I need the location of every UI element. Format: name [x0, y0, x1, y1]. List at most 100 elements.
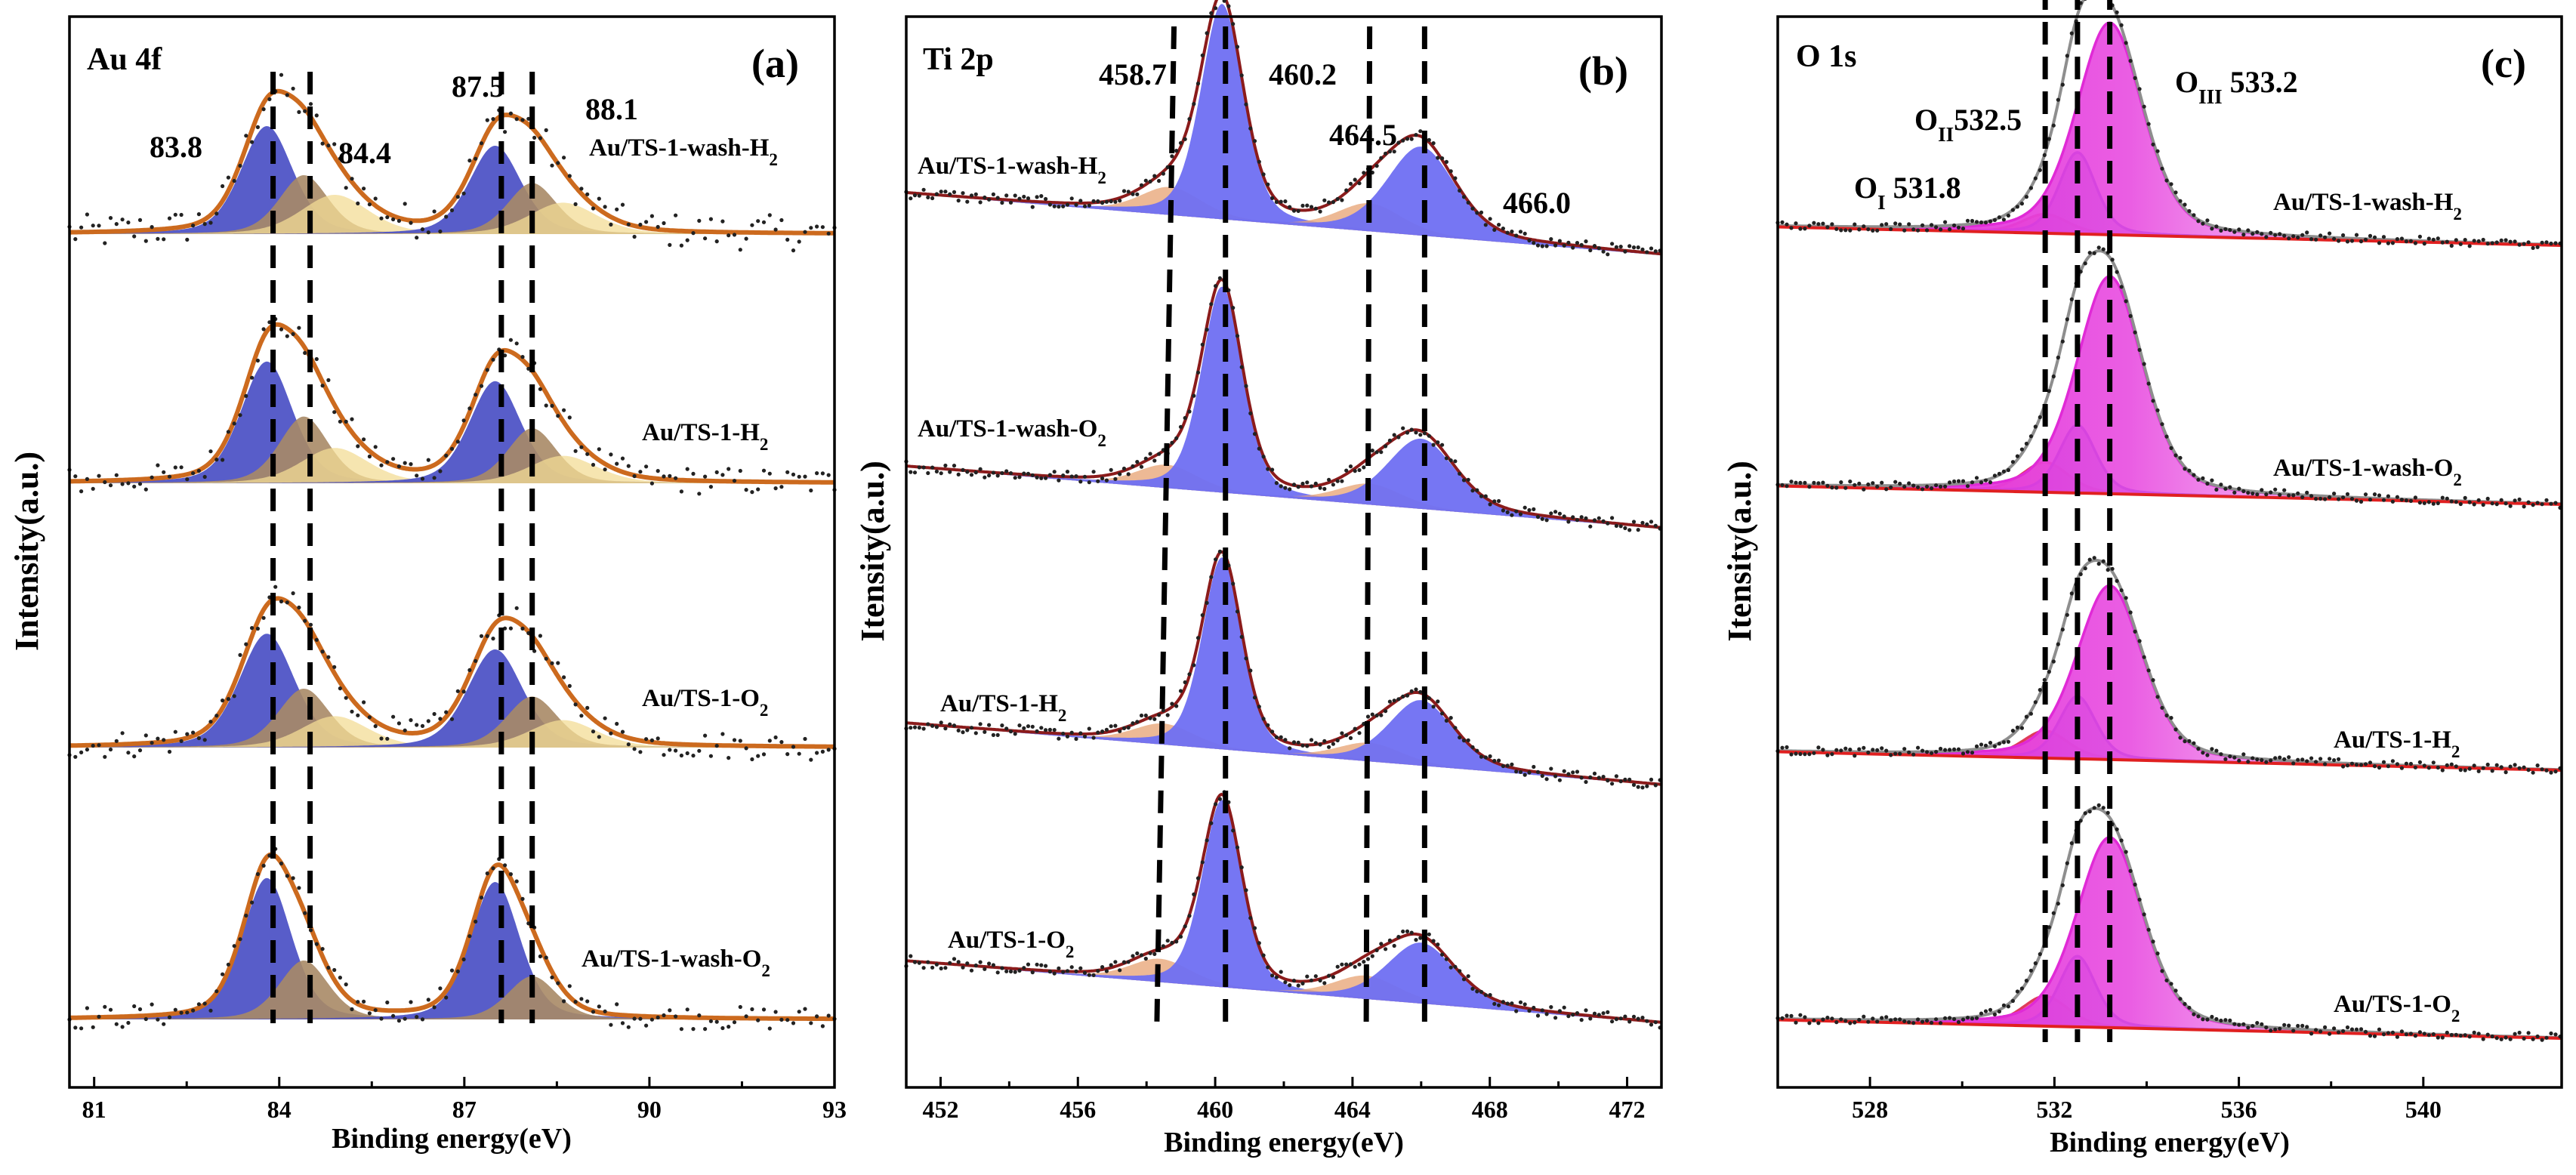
data-point: [2137, 87, 2142, 91]
component-peak-au-84.4: [69, 689, 835, 748]
data-point: [1087, 203, 1091, 208]
data-point: [350, 709, 354, 714]
data-point: [1606, 779, 1610, 783]
data-point: [221, 972, 225, 976]
data-point: [1248, 668, 1253, 673]
data-point: [2531, 770, 2535, 775]
data-point: [1365, 957, 1371, 961]
data-point: [750, 490, 754, 495]
data-point: [573, 449, 578, 453]
data-point: [2164, 713, 2169, 718]
data-point: [969, 968, 974, 973]
data-point: [2228, 228, 2232, 233]
data-point: [444, 214, 449, 219]
data-point: [2269, 490, 2273, 495]
data-point: [1057, 478, 1061, 483]
data-point: [2417, 501, 2422, 505]
data-point: [2056, 902, 2060, 906]
data-point: [2417, 234, 2422, 239]
data-point: [1522, 773, 1527, 777]
data-point: [1143, 178, 1148, 183]
data-point: [2300, 233, 2305, 237]
peak-label-88-1: 88.1: [585, 92, 638, 126]
data-point: [503, 130, 507, 134]
data-point: [455, 195, 460, 199]
data-point: [1288, 746, 1292, 751]
data-point: [403, 461, 407, 465]
data-point: [1057, 205, 1061, 209]
data-point: [185, 477, 190, 482]
data-point: [474, 156, 478, 161]
data-point: [1645, 784, 1649, 788]
data-point: [2544, 240, 2549, 245]
data-point: [1344, 962, 1349, 967]
data-point: [297, 605, 301, 610]
data-point: [773, 1010, 778, 1014]
data-point: [912, 193, 918, 198]
component-peak-o-533.2: [1778, 276, 2562, 504]
data-point: [1344, 733, 1349, 738]
data-point: [1052, 204, 1057, 208]
data-point: [1044, 728, 1048, 732]
data-point: [1631, 520, 1637, 524]
data-point: [208, 449, 213, 454]
data-point: [2354, 233, 2359, 237]
x-tick-label-o-532: 532: [2036, 1096, 2072, 1123]
data-point: [1522, 505, 1527, 510]
data-point: [714, 239, 719, 244]
data-point: [279, 327, 284, 332]
data-point: [1248, 126, 1253, 131]
data-point: [2246, 1025, 2251, 1030]
data-point: [2024, 195, 2028, 199]
data-point: [2323, 1025, 2328, 1029]
data-point: [1575, 241, 1580, 245]
data-point: [2431, 760, 2436, 765]
data-point: [2042, 677, 2047, 682]
data-point: [1522, 231, 1527, 236]
data-point: [1623, 526, 1627, 531]
data-point: [1535, 243, 1541, 248]
data-point: [202, 1001, 207, 1006]
data-point: [732, 738, 737, 742]
data-point: [952, 464, 957, 468]
data-point: [556, 661, 560, 665]
data-point: [674, 213, 678, 217]
data-point: [2404, 761, 2408, 766]
data-point: [1065, 969, 1070, 973]
data-point: [2426, 236, 2431, 241]
data-point: [961, 965, 965, 970]
data-point: [1997, 471, 2001, 476]
data-point: [320, 384, 325, 388]
data-point: [1239, 365, 1244, 369]
envelope-ti-3: [905, 792, 1662, 1024]
data-point: [912, 960, 918, 964]
data-point: [1348, 181, 1353, 186]
data-point: [2287, 1023, 2291, 1028]
data-point: [1074, 202, 1078, 207]
data-point: [2024, 979, 2028, 983]
data-point: [1925, 750, 1930, 754]
data-point: [279, 72, 284, 77]
data-point: [1104, 727, 1109, 732]
data-point: [1283, 738, 1288, 742]
data-point: [2169, 182, 2173, 187]
data-point: [1884, 487, 1889, 492]
data-point: [1261, 717, 1266, 721]
data-point: [2291, 761, 2296, 766]
data-point: [1461, 195, 1467, 199]
data-point: [1209, 821, 1214, 825]
data-point: [2472, 763, 2476, 768]
data-point: [1532, 1005, 1536, 1010]
data-point: [1178, 934, 1183, 939]
data-point: [1309, 738, 1314, 742]
data-point: [1939, 746, 1943, 751]
data-point: [1925, 228, 1930, 233]
data-point: [720, 219, 725, 224]
data-point: [685, 238, 690, 242]
data-point: [2251, 491, 2255, 496]
data-point: [332, 665, 337, 669]
data-point: [2413, 495, 2417, 500]
data-point: [2219, 752, 2223, 757]
data-point: [1261, 172, 1266, 177]
data-point: [1121, 466, 1127, 471]
